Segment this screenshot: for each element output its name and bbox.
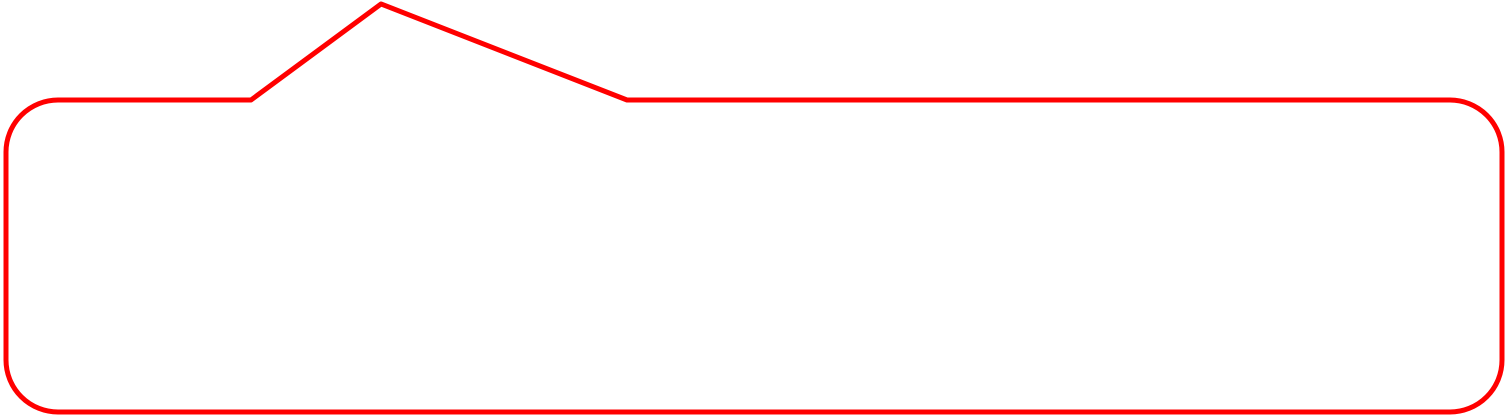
callout-outline [3, 1, 1505, 415]
callout-text [40, 140, 1460, 380]
